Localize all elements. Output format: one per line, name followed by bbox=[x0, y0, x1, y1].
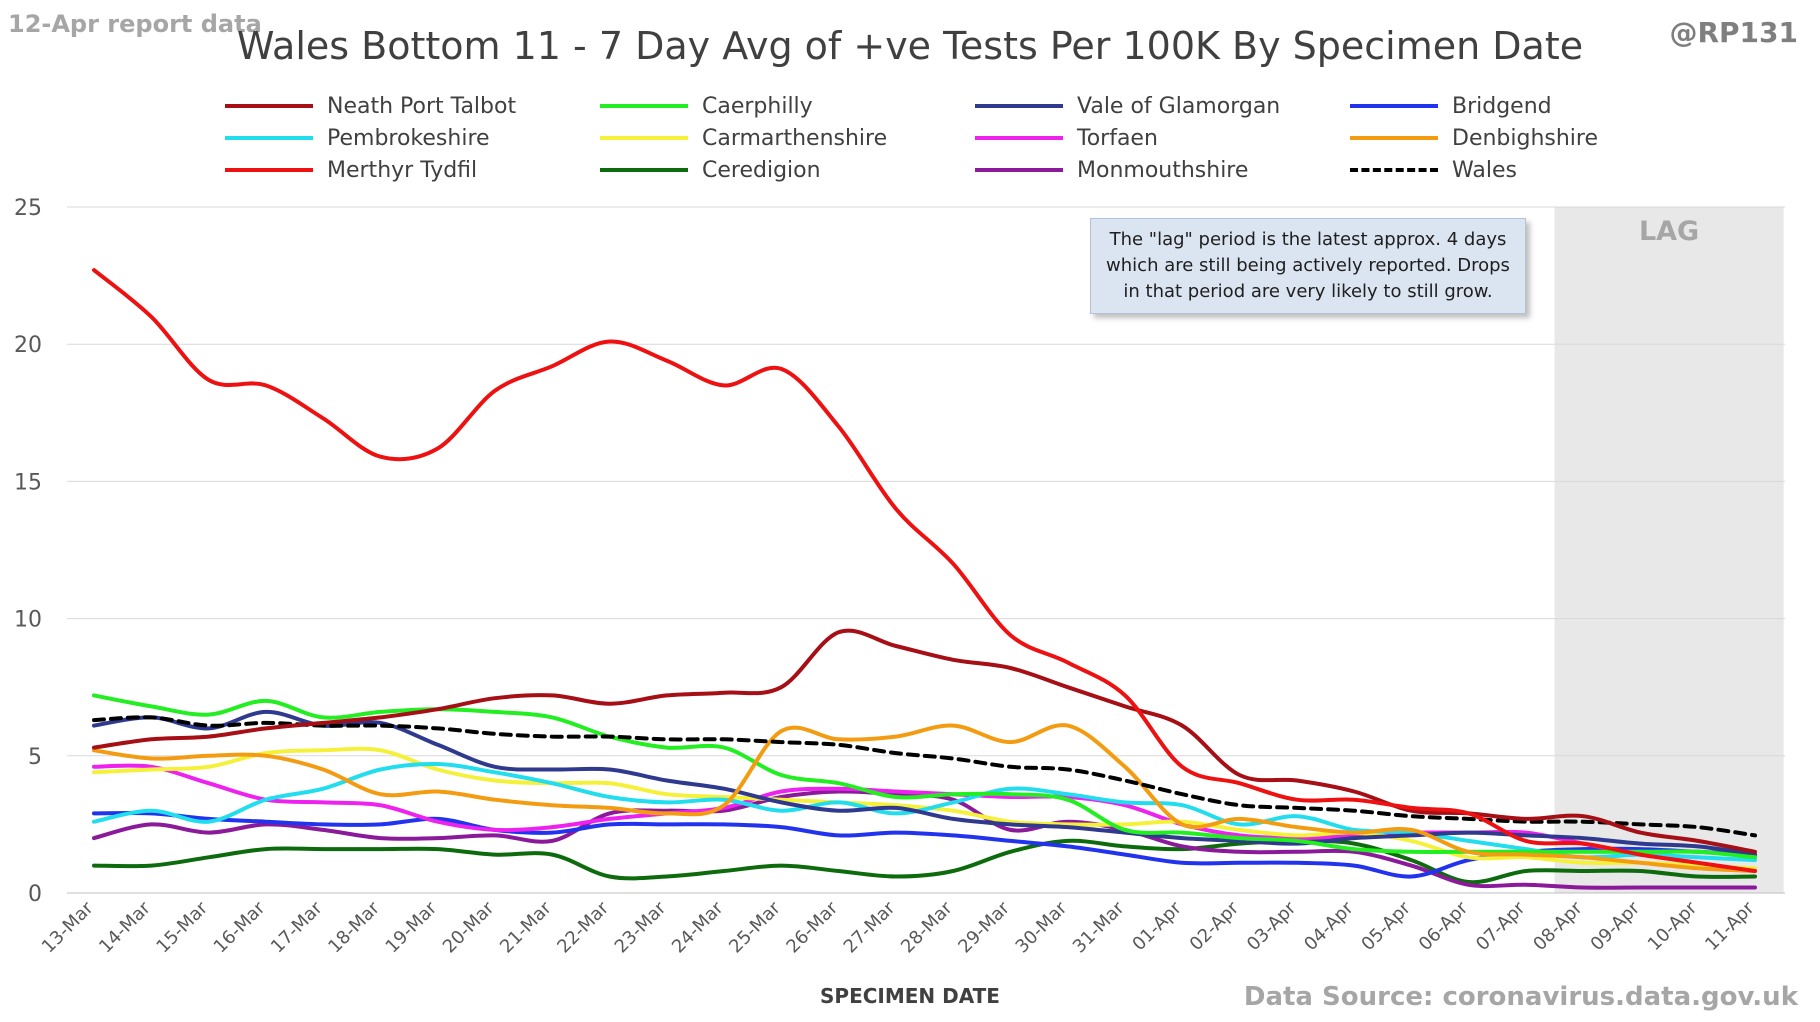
x-tick-label: 28-Mar bbox=[897, 897, 957, 957]
y-tick-label: 10 bbox=[14, 608, 42, 633]
series-line-pembrokeshire bbox=[92, 761, 1757, 863]
x-tick-label: 25-Mar bbox=[725, 897, 785, 957]
legend-label: Monmouthshire bbox=[1077, 157, 1249, 183]
x-tick-label: 20-Mar bbox=[439, 897, 499, 957]
legend-item-caerphilly: Caerphilly bbox=[600, 90, 813, 122]
x-tick-label: 08-Apr bbox=[1529, 897, 1587, 955]
y-tick-label: 25 bbox=[14, 196, 42, 221]
legend-swatch bbox=[975, 136, 1063, 140]
x-tick-label: 17-Mar bbox=[267, 897, 327, 957]
x-tick-label: 13-Mar bbox=[38, 897, 98, 957]
legend-label: Torfaen bbox=[1077, 125, 1158, 151]
legend-swatch bbox=[600, 168, 688, 172]
x-tick-label: 11-Apr bbox=[1701, 897, 1759, 955]
legend-swatch bbox=[225, 168, 313, 172]
series-line-vale-of-glamorgan bbox=[92, 709, 1757, 857]
x-tick-label: 10-Apr bbox=[1644, 897, 1702, 955]
x-tick-label: 27-Mar bbox=[840, 897, 900, 957]
series-line-ceredigion bbox=[92, 838, 1757, 885]
x-tick-label: 09-Apr bbox=[1587, 897, 1645, 955]
legend-item-wales: Wales bbox=[1350, 154, 1517, 186]
author-handle: @RP131 bbox=[1669, 16, 1798, 49]
legend-label: Ceredigion bbox=[702, 157, 821, 183]
legend-item-vale-of-glamorgan: Vale of Glamorgan bbox=[975, 90, 1280, 122]
legend-label: Merthyr Tydfil bbox=[327, 157, 478, 183]
legend-item-torfaen: Torfaen bbox=[975, 122, 1158, 154]
x-axis-label: SPECIMEN DATE bbox=[820, 984, 1000, 1008]
x-tick-label: 05-Apr bbox=[1357, 897, 1415, 955]
x-tick-label: 29-Mar bbox=[954, 897, 1014, 957]
x-tick-label: 21-Mar bbox=[496, 897, 556, 957]
lag-label: LAG bbox=[1639, 216, 1699, 247]
legend-swatch bbox=[225, 136, 313, 140]
legend-label: Vale of Glamorgan bbox=[1077, 93, 1281, 119]
x-tick-label: 30-Mar bbox=[1012, 897, 1072, 957]
x-tick-label: 07-Apr bbox=[1472, 897, 1530, 955]
lag-region bbox=[1554, 207, 1784, 893]
legend-label: Neath Port Talbot bbox=[327, 93, 517, 119]
legend-swatch bbox=[1350, 168, 1438, 172]
legend-label: Denbighshire bbox=[1452, 125, 1599, 151]
series-line-neath-port-talbot bbox=[92, 628, 1757, 854]
legend-label: Carmarthenshire bbox=[702, 125, 888, 151]
report-date-tag: 12-Apr report data bbox=[8, 10, 262, 38]
x-tick-label: 26-Mar bbox=[782, 897, 842, 957]
legend-item-denbighshire: Denbighshire bbox=[1350, 122, 1598, 154]
legend-item-merthyr-tydfil: Merthyr Tydfil bbox=[225, 154, 477, 186]
x-tick-label: 18-Mar bbox=[324, 897, 384, 957]
legend-item-ceredigion: Ceredigion bbox=[600, 154, 821, 186]
x-tick-label: 19-Mar bbox=[382, 897, 442, 957]
chart-title: Wales Bottom 11 - 7 Day Avg of +ve Tests… bbox=[236, 24, 1584, 68]
legend-swatch bbox=[975, 104, 1063, 108]
legend-swatch bbox=[600, 104, 688, 108]
x-tick-label: 03-Apr bbox=[1243, 897, 1301, 955]
legend-item-carmarthenshire: Carmarthenshire bbox=[600, 122, 887, 154]
y-tick-label: 20 bbox=[14, 333, 42, 358]
x-tick-label: 14-Mar bbox=[95, 897, 155, 957]
x-tick-label: 24-Mar bbox=[668, 897, 728, 957]
x-tick-label: 06-Apr bbox=[1415, 897, 1473, 955]
legend-item-pembrokeshire: Pembrokeshire bbox=[225, 122, 490, 154]
x-tick-label: 15-Mar bbox=[152, 897, 212, 957]
series-line-merthyr-tydfil bbox=[92, 268, 1757, 873]
legend-swatch bbox=[975, 168, 1063, 172]
x-tick-label: 22-Mar bbox=[553, 897, 613, 957]
legend-label: Pembrokeshire bbox=[327, 125, 490, 151]
legend-swatch bbox=[1350, 104, 1438, 108]
x-tick-label: 16-Mar bbox=[210, 897, 270, 957]
x-tick-label: 02-Apr bbox=[1186, 897, 1244, 955]
legend-label: Wales bbox=[1452, 157, 1517, 183]
x-tick-label: 04-Apr bbox=[1300, 897, 1358, 955]
legend-label: Bridgend bbox=[1452, 93, 1552, 119]
x-tick-label: 31-Mar bbox=[1069, 897, 1129, 957]
legend-swatch bbox=[1350, 136, 1438, 140]
y-tick-label: 15 bbox=[14, 470, 42, 495]
x-tick-label: 01-Apr bbox=[1128, 897, 1186, 955]
series-line-denbighshire bbox=[92, 723, 1757, 873]
legend-label: Caerphilly bbox=[702, 93, 813, 119]
legend-item-neath-port-talbot: Neath Port Talbot bbox=[225, 90, 516, 122]
legend-swatch bbox=[600, 136, 688, 140]
series-line-wales bbox=[92, 715, 1757, 838]
data-source: Data Source: coronavirus.data.gov.uk bbox=[1243, 982, 1798, 1012]
x-tick-label: 23-Mar bbox=[611, 897, 671, 957]
legend-swatch bbox=[225, 104, 313, 108]
y-tick-label: 0 bbox=[28, 882, 42, 907]
lag-note: The "lag" period is the latest approx. 4… bbox=[1090, 218, 1526, 314]
legend-item-monmouthshire: Monmouthshire bbox=[975, 154, 1248, 186]
y-tick-label: 5 bbox=[28, 745, 42, 770]
legend-item-bridgend: Bridgend bbox=[1350, 90, 1552, 122]
